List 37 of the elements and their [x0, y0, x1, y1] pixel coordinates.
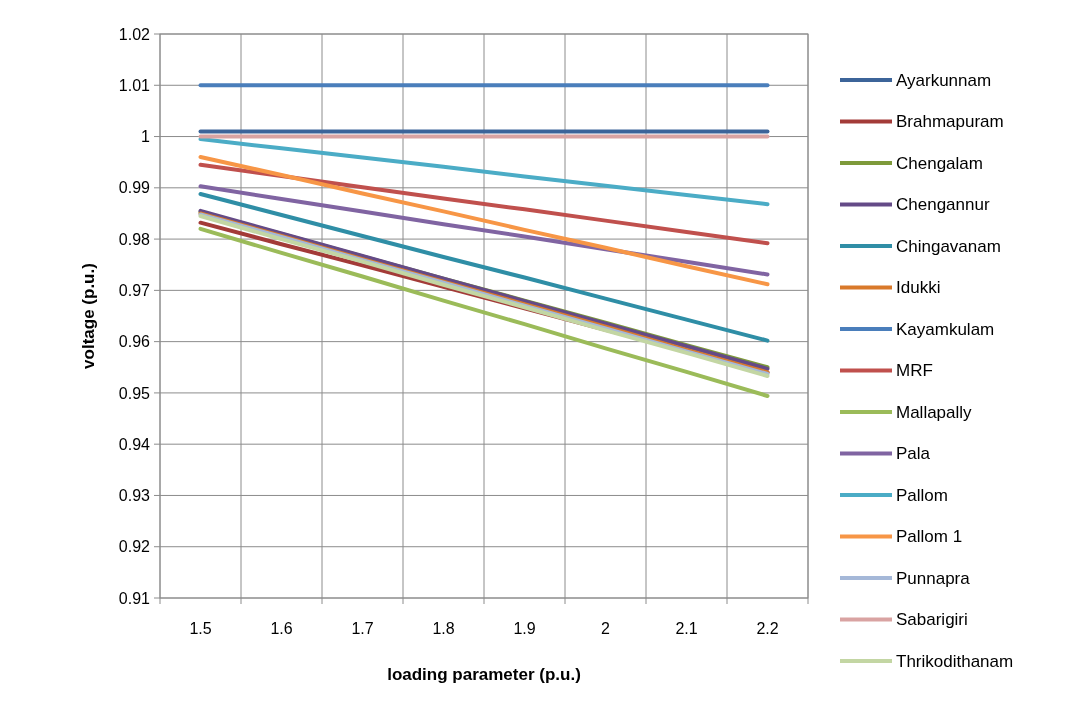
x-tick-label: 2 — [601, 620, 611, 637]
legend-label: Sabarigiri — [896, 610, 968, 630]
legend-label: Chingavanam — [896, 236, 1001, 256]
y-tick-label: 0.97 — [118, 281, 151, 299]
legend-label: Thrikodithanam — [896, 651, 1014, 671]
x-tick-label: 1.5 — [189, 620, 212, 637]
y-axis-title: voltage (p.u.) — [79, 263, 98, 369]
legend-label: MRF — [896, 361, 933, 381]
y-tick-label: 0.99 — [118, 179, 151, 197]
y-tick-label: 1.02 — [118, 25, 151, 43]
legend-label: Ayarkunnam — [896, 70, 992, 90]
y-tick-label: 0.94 — [118, 435, 151, 453]
y-tick-label: 0.98 — [118, 230, 151, 248]
x-tick-label: 1.6 — [270, 620, 293, 637]
legend-label: Kayamkulam — [896, 319, 995, 339]
y-tick-label: 1.01 — [118, 76, 151, 94]
legend-label: Idukki — [896, 278, 941, 298]
legend-label: Pallom — [896, 485, 948, 505]
y-tick-label: 0.95 — [118, 384, 151, 402]
legend-label: Mallapally — [896, 402, 973, 422]
x-tick-label: 2.2 — [756, 620, 779, 637]
legend-label: Punnapra — [896, 568, 971, 588]
legend-label: Brahmapuram — [896, 112, 1004, 132]
legend-label: Chengannur — [896, 195, 990, 215]
x-tick-label: 1.9 — [513, 620, 536, 637]
y-tick-label: 1 — [141, 128, 151, 146]
y-tick-label: 0.96 — [118, 333, 151, 351]
y-tick-label: 0.91 — [118, 589, 151, 607]
y-tick-label: 0.92 — [118, 538, 151, 556]
legend-label: Pala — [896, 444, 931, 464]
legend-label: Chengalam — [896, 153, 983, 173]
x-tick-label: 1.7 — [351, 620, 374, 637]
x-tick-label: 1.8 — [432, 620, 455, 637]
x-axis-title: loading parameter (p.u.) — [387, 665, 581, 684]
y-tick-label: 0.93 — [118, 487, 151, 505]
legend-label: Pallom 1 — [896, 527, 963, 547]
x-tick-label: 2.1 — [675, 620, 698, 637]
